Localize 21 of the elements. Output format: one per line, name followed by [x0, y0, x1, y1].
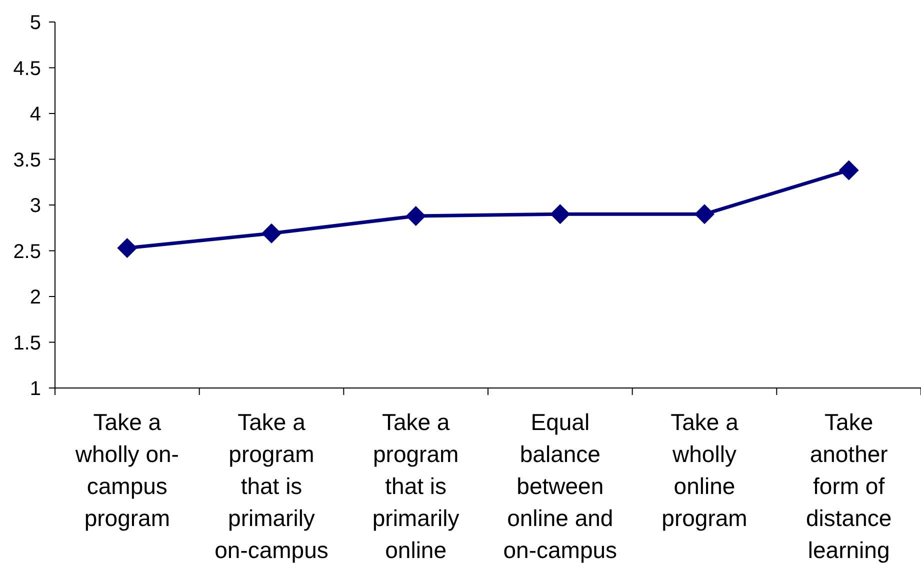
point	[262, 223, 282, 244]
y-tick-label: 3	[30, 195, 41, 218]
x-tick-label: Take a program that is primarily on-campus	[214, 409, 328, 563]
point	[406, 206, 426, 226]
y-tick-label: 3.5	[13, 149, 41, 172]
point	[117, 238, 138, 258]
x-tick-label: Take a wholly on-campus program	[74, 409, 179, 531]
x-tick-label: Take a program that is primarily online	[372, 409, 460, 563]
point	[838, 160, 859, 180]
point	[694, 204, 714, 224]
y-tick-label: 2	[30, 286, 41, 309]
x-tick-label: Take another form of distance learning	[806, 409, 892, 563]
y-tick-label: 4.5	[13, 58, 41, 80]
x-tick-label: Equal balance between online and on-campus	[503, 409, 618, 563]
y-tick-label: 1	[30, 378, 41, 400]
y-tick-label: 2.5	[13, 240, 41, 263]
y-tick-label: 5	[30, 12, 41, 34]
y-tick-label: 1.5	[13, 332, 41, 354]
y-tick-label: 4	[30, 104, 41, 126]
point	[550, 204, 570, 224]
x-tick-label: Take a wholly online program	[662, 409, 748, 531]
